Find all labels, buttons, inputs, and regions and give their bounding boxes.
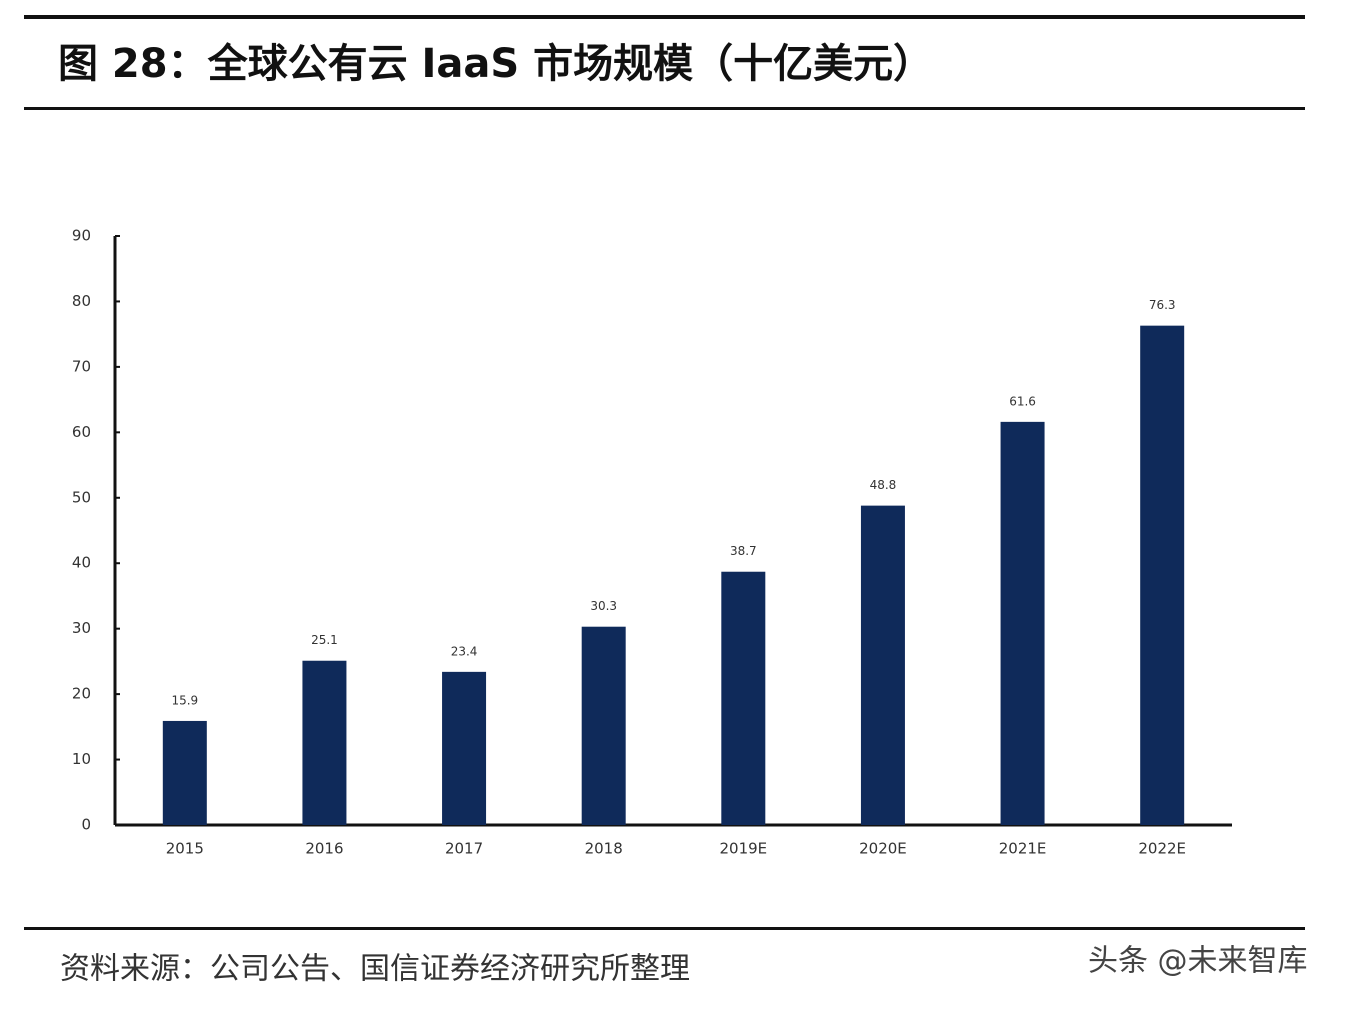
value-label: 61.6 [1009, 394, 1036, 408]
bar [581, 626, 626, 825]
x-tick-label: 2022E [1138, 840, 1186, 858]
y-tick-label: 60 [72, 423, 91, 441]
chart-title: 图 28：全球公有云 IaaS 市场规模（十亿美元） [58, 41, 933, 87]
y-tick-label: 70 [72, 357, 91, 375]
y-tick-label: 90 [72, 227, 91, 245]
x-tick-label: 2020E [859, 840, 907, 858]
title-rule [24, 107, 1305, 110]
value-label: 30.3 [590, 599, 617, 613]
top-rule [24, 15, 1305, 19]
value-label: 25.1 [311, 633, 338, 647]
bar [1000, 421, 1045, 825]
x-tick-label: 2016 [305, 840, 343, 858]
bar [162, 720, 207, 825]
value-label: 15.9 [171, 693, 198, 707]
x-tick-label: 2017 [445, 840, 483, 858]
x-tick-label: 2019E [719, 840, 767, 858]
x-tick-label: 2021E [999, 840, 1047, 858]
x-tick-label: 2015 [166, 840, 204, 858]
watermark: 头条 @未来智库 [1088, 944, 1308, 979]
bar [1140, 325, 1185, 825]
y-tick-label: 10 [72, 750, 91, 768]
y-tick-label: 20 [72, 685, 91, 703]
y-tick-label: 0 [81, 816, 91, 834]
bar [442, 671, 487, 825]
bottom-rule [24, 927, 1305, 930]
value-label: 76.3 [1149, 298, 1176, 312]
value-label: 48.8 [870, 478, 897, 492]
bar [721, 571, 766, 825]
value-label: 38.7 [730, 544, 757, 558]
y-tick-label: 50 [72, 488, 91, 506]
value-label: 23.4 [451, 644, 478, 658]
y-tick-label: 80 [72, 292, 91, 310]
y-tick-label: 40 [72, 554, 91, 572]
x-tick-label: 2018 [585, 840, 623, 858]
source-note: 资料来源：公司公告、国信证券经济研究所整理 [60, 952, 690, 987]
bar [302, 660, 347, 825]
y-tick-label: 30 [72, 619, 91, 637]
bar [860, 505, 905, 825]
